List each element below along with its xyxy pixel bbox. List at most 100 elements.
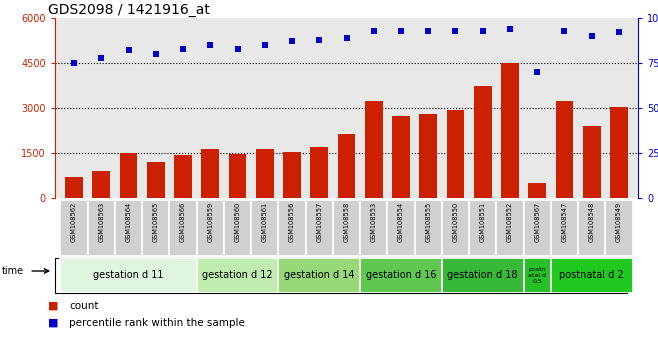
Bar [65, 177, 83, 198]
Bar [360, 200, 388, 256]
Point [232, 46, 243, 51]
Text: GSM108565: GSM108565 [153, 202, 159, 242]
Bar [555, 101, 573, 198]
Text: GSM108560: GSM108560 [234, 202, 241, 242]
Bar [551, 258, 632, 293]
Bar [496, 200, 524, 256]
Bar [311, 147, 328, 198]
Text: GSM108557: GSM108557 [316, 202, 322, 242]
Bar [469, 200, 496, 256]
Text: GSM108563: GSM108563 [98, 202, 105, 242]
Text: GSM108559: GSM108559 [207, 202, 213, 242]
Bar [61, 200, 88, 256]
Point [287, 39, 297, 44]
Text: gestation d 16: gestation d 16 [366, 270, 436, 280]
Text: GSM108549: GSM108549 [616, 202, 622, 242]
Text: postn
atal d
0.5: postn atal d 0.5 [528, 267, 546, 284]
Point [368, 28, 379, 33]
Bar [524, 258, 551, 293]
Point [586, 33, 597, 39]
Bar [224, 200, 251, 256]
Text: GSM108567: GSM108567 [534, 202, 540, 242]
Text: GSM108550: GSM108550 [453, 202, 459, 242]
Point [96, 55, 107, 61]
Bar [551, 200, 578, 256]
Point [450, 28, 461, 33]
Text: gestation d 14: gestation d 14 [284, 270, 355, 280]
Point [69, 60, 80, 66]
Bar [283, 152, 301, 198]
Bar [197, 258, 278, 293]
Bar [610, 107, 628, 198]
Bar [61, 258, 197, 293]
Text: ■: ■ [49, 301, 59, 311]
Bar [256, 148, 274, 198]
Bar [142, 200, 169, 256]
Text: GSM108561: GSM108561 [262, 202, 268, 242]
Bar [392, 115, 410, 198]
Bar [278, 200, 305, 256]
Point [205, 42, 216, 48]
Text: gestation d 11: gestation d 11 [93, 270, 164, 280]
Bar [93, 171, 110, 198]
Bar [419, 114, 437, 198]
Bar [524, 200, 551, 256]
Text: gestation d 18: gestation d 18 [447, 270, 518, 280]
Point [559, 28, 570, 33]
Bar [474, 86, 492, 198]
Text: GSM108558: GSM108558 [343, 202, 349, 242]
Text: GSM108555: GSM108555 [425, 202, 431, 242]
Bar [360, 258, 442, 293]
Text: gestation d 12: gestation d 12 [202, 270, 273, 280]
Bar [442, 258, 524, 293]
Bar [578, 200, 605, 256]
Bar [115, 200, 142, 256]
Bar [501, 63, 519, 198]
Text: GSM108552: GSM108552 [507, 202, 513, 242]
Point [505, 26, 515, 32]
Bar [528, 183, 546, 198]
Bar [338, 133, 355, 198]
Bar [174, 154, 192, 198]
Bar [120, 153, 138, 198]
Point [532, 69, 542, 75]
Bar [415, 200, 442, 256]
Bar [442, 200, 469, 256]
Text: GSM108566: GSM108566 [180, 202, 186, 242]
Point [314, 37, 324, 42]
Bar [447, 109, 465, 198]
Point [614, 30, 624, 35]
Text: GSM108553: GSM108553 [370, 202, 377, 242]
Bar [229, 154, 246, 198]
Point [342, 35, 352, 41]
Text: GSM108562: GSM108562 [71, 202, 77, 242]
Bar [333, 200, 360, 256]
Bar [201, 148, 219, 198]
Point [123, 47, 134, 53]
Text: GSM108564: GSM108564 [126, 202, 132, 242]
Bar [169, 200, 197, 256]
Text: ■: ■ [49, 318, 59, 328]
Bar [388, 200, 415, 256]
Text: GSM108556: GSM108556 [289, 202, 295, 242]
Bar [605, 200, 632, 256]
Text: GSM108551: GSM108551 [480, 202, 486, 242]
Bar [88, 200, 115, 256]
Bar [251, 200, 278, 256]
Text: time: time [2, 266, 24, 276]
Bar [365, 101, 382, 198]
Text: postnatal d 2: postnatal d 2 [559, 270, 624, 280]
Bar [305, 200, 333, 256]
Point [478, 28, 488, 33]
Text: count: count [70, 301, 99, 311]
Point [259, 42, 270, 48]
Point [151, 51, 161, 57]
Bar [197, 200, 224, 256]
Text: GSM108547: GSM108547 [561, 202, 567, 242]
Text: GDS2098 / 1421916_at: GDS2098 / 1421916_at [49, 3, 211, 17]
Text: GSM108554: GSM108554 [398, 202, 404, 242]
Point [178, 46, 188, 51]
Bar [583, 126, 601, 198]
Point [395, 28, 406, 33]
Bar [147, 162, 164, 198]
